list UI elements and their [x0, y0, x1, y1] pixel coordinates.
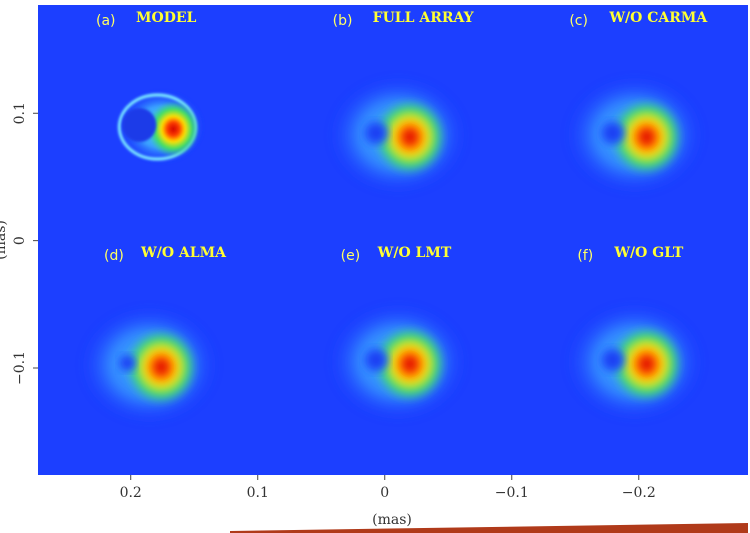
shadow [122, 108, 157, 142]
core [610, 326, 683, 402]
shadow [362, 346, 390, 374]
core [610, 99, 683, 175]
panel-tag: (a) [96, 13, 116, 29]
y-tick-label: 0.1 [12, 102, 28, 124]
shadow [598, 346, 627, 374]
x-axis-label: (mas) [372, 512, 412, 528]
shadow [598, 119, 627, 147]
panel: (b) FULL ARRAY [328, 10, 475, 195]
panel: (f) W/O GLT [564, 245, 705, 422]
panel: (a) MODEL [96, 10, 206, 165]
panel-title: W/O CARMA [608, 10, 708, 26]
x-tick-label: 0.1 [247, 485, 269, 501]
panel-title: W/O GLT [613, 245, 684, 261]
panel: (d) W/O ALMA [79, 245, 227, 425]
panel-title: MODEL [136, 10, 197, 26]
panel-tag: (c) [569, 13, 588, 29]
shadow [362, 119, 390, 147]
core [374, 99, 446, 175]
panel-tag: (b) [333, 13, 353, 29]
decor-bar [230, 523, 748, 533]
panel-tag: (d) [104, 248, 124, 264]
x-tick-label: −0.2 [622, 485, 656, 501]
core [374, 326, 446, 402]
y-axis-label: (mas) [0, 220, 9, 260]
x-tick-label: 0.2 [120, 485, 142, 501]
panel-title: W/O LMT [377, 245, 452, 261]
panel: (e) W/O LMT [328, 245, 468, 422]
y-tick-label: 0 [12, 236, 28, 245]
panel-title: W/O ALMA [140, 245, 227, 261]
x-tick-label: 0 [380, 485, 389, 501]
y-tick-label: −0.1 [12, 351, 28, 385]
panel: (c) W/O CARMA [564, 10, 708, 195]
shadow [117, 353, 138, 373]
panel-title: FULL ARRAY [373, 10, 475, 26]
core [147, 101, 200, 157]
core [125, 329, 198, 405]
x-tick-label: −0.1 [495, 485, 529, 501]
panel-tag: (e) [341, 248, 361, 264]
panel-tag: (f) [577, 248, 593, 264]
